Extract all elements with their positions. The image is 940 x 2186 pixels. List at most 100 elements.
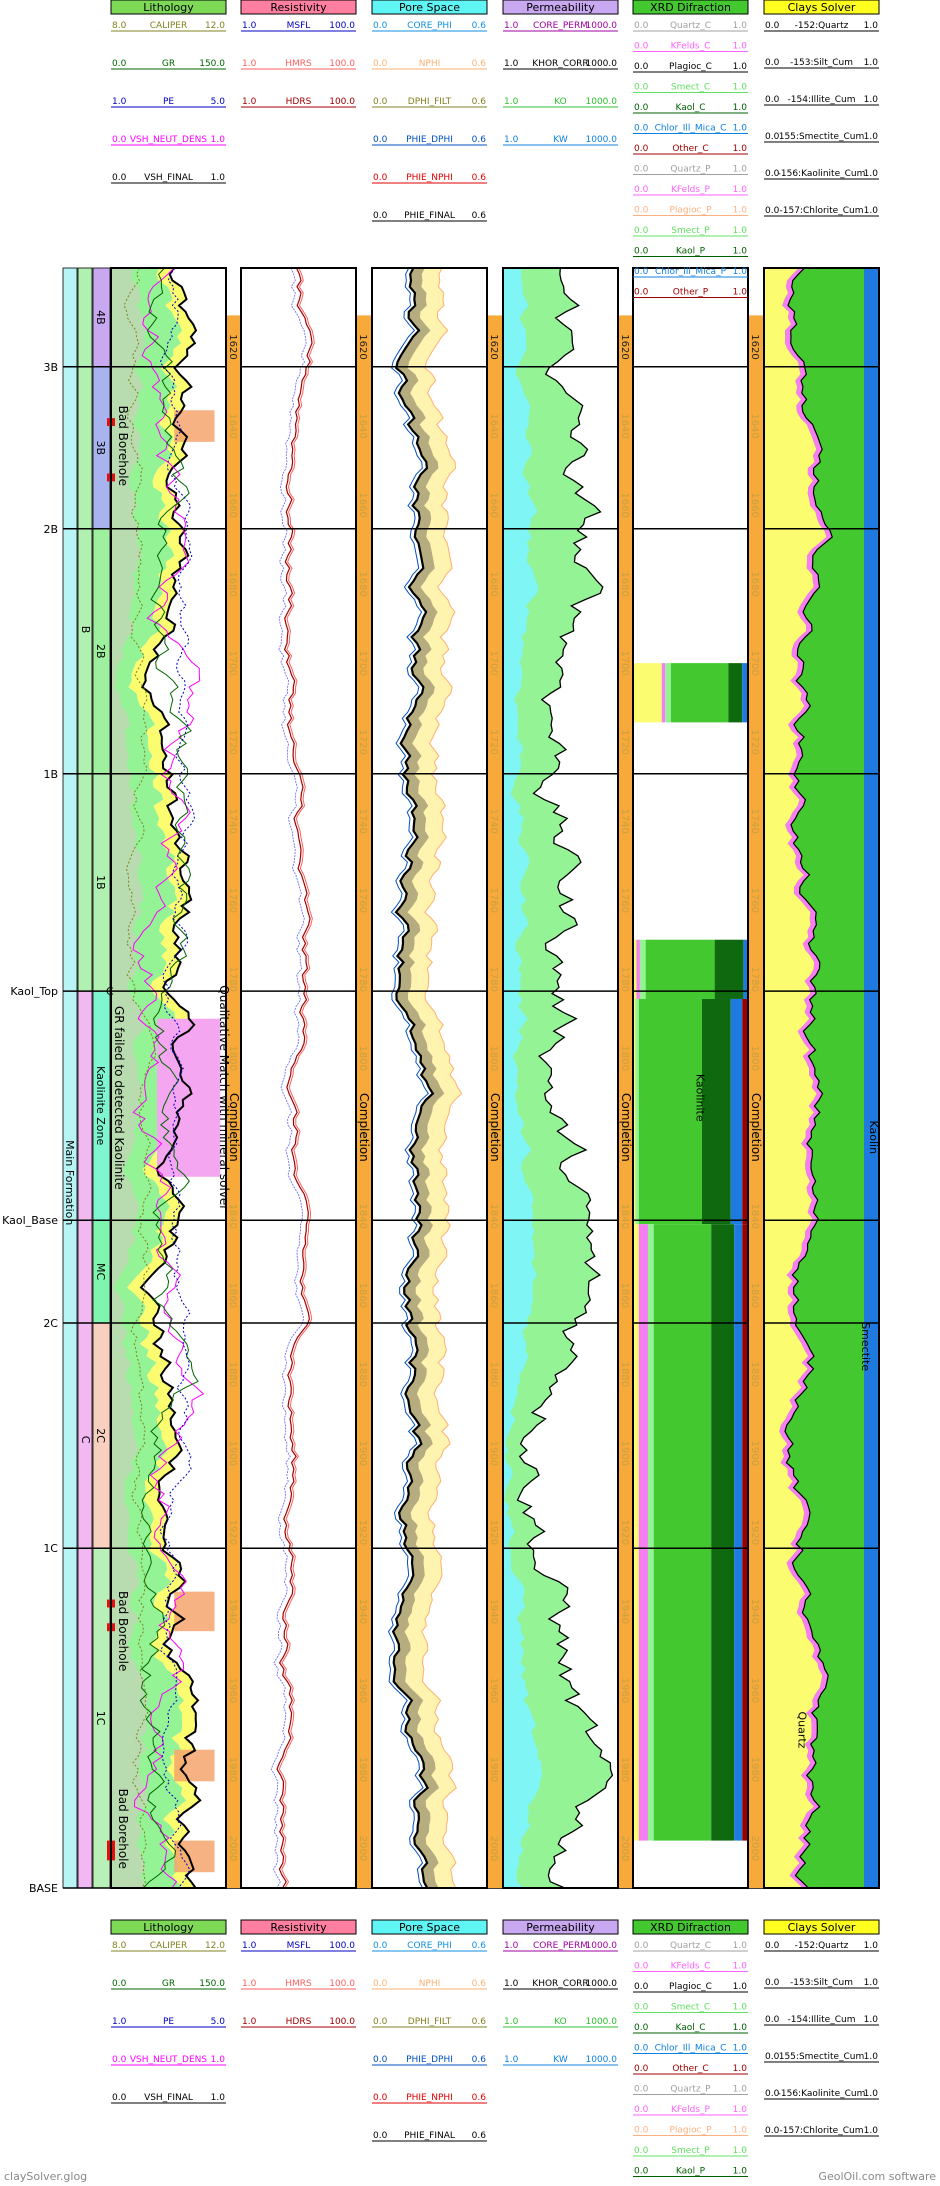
curve-khor-corr	[516, 267, 614, 1889]
curve-name-5-4-bottom: -156:Kaolinite_Cum	[778, 2089, 866, 2099]
depth-tick-2-14: 1900	[488, 1441, 499, 1466]
curve-min-4-0: 0.0	[634, 21, 649, 31]
curve-name-2-1: NPHI	[419, 59, 441, 69]
curve-max-3-0: 1000.0	[586, 21, 618, 31]
curve-max-5-3-bottom: 1.0	[864, 2052, 879, 2062]
depth-tick-2-8: 1780	[488, 966, 499, 991]
curve-min-5-1: 0.0	[765, 58, 780, 68]
curve-name-0-2: PE	[163, 97, 174, 107]
curve-min-2-3-bottom: 0.0	[373, 2055, 388, 2065]
depth-tick-0-3: 1680	[227, 571, 238, 596]
curve-max-0-0-bottom: 12.0	[205, 1941, 225, 1951]
curve-min-4-2-bottom: 0.0	[634, 1982, 649, 1992]
curve-max-1-0-bottom: 100.0	[329, 1941, 355, 1951]
depth-tick-2-6: 1740	[488, 808, 499, 833]
curve-max-0-2: 5.0	[211, 97, 226, 107]
curve-name-4-11-bottom: Kaol_P	[676, 2167, 706, 2177]
curve-max-3-1: 1000.0	[586, 59, 618, 69]
depth-tick-0-7: 1760	[227, 887, 238, 912]
curve-name-5-5-bottom: -157:Chlorite_Cum	[780, 2126, 864, 2136]
curve-min-4-4: 0.0	[634, 103, 649, 113]
curve-max-4-2: 1.0	[733, 62, 748, 72]
curve-name-0-2-bottom: PE	[163, 2017, 174, 2027]
curve-max-5-1: 1.0	[864, 58, 879, 68]
top-label-1: 2B	[43, 523, 58, 536]
curve-min-5-1-bottom: 0.0	[765, 1978, 780, 1988]
curve-max-1-1-bottom: 100.0	[329, 1979, 355, 1989]
curve-max-2-2-bottom: 0.6	[472, 2017, 487, 2027]
xrd-block-b-2	[639, 939, 646, 999]
depth-tick-2-1: 1640	[488, 413, 499, 438]
curve-name-2-2: DPHI_FILT	[408, 97, 452, 107]
curve-max-4-7-bottom: 1.0	[733, 2085, 748, 2095]
xrd-block-b-1	[636, 939, 640, 999]
curve-min-4-0-bottom: 0.0	[634, 1941, 649, 1951]
curve-max-4-9-bottom: 1.0	[733, 2126, 748, 2136]
depth-tick-0-10: 1820	[227, 1125, 238, 1150]
track-header-bg-2-bottom	[371, 1919, 488, 1935]
depth-tick-1-16: 1940	[357, 1599, 368, 1624]
track-header-bg-3-bottom	[502, 1919, 619, 1935]
curve-max-5-5: 1.0	[864, 206, 879, 216]
curve-max-4-9: 1.0	[733, 206, 748, 216]
curve-name-4-9: Plagioc_P	[669, 206, 712, 216]
xrd-block-b-3	[645, 939, 715, 999]
curve-name-4-5-bottom: Chlor_Ill_Mica_C	[655, 2044, 727, 2054]
depth-tick-0-19: 2000	[227, 1836, 238, 1861]
depth-tick-4-4: 1700	[749, 650, 760, 675]
formation-column	[62, 267, 78, 1889]
track-border-2	[371, 267, 488, 1889]
depth-tick-3-8: 1780	[619, 966, 630, 991]
footer-left: claySolver.glog	[4, 2170, 88, 2183]
depth-tick-2-13: 1880	[488, 1362, 499, 1387]
curve-min-2-0-bottom: 0.0	[373, 1941, 388, 1951]
curve-max-0-0: 12.0	[205, 21, 225, 31]
track-title-2: Pore Space	[399, 1, 460, 14]
curve-max-0-3: 1.0	[211, 135, 226, 145]
track-title-4: XRD Difraction	[650, 1, 731, 14]
curve-min-4-8: 0.0	[634, 185, 649, 195]
zone-label-6: 2C	[94, 1428, 107, 1443]
track-title-1: Resistivity	[270, 1, 327, 14]
depth-tick-3-6: 1740	[619, 808, 630, 833]
curve-name-4-7: Quartz_P	[670, 165, 711, 175]
curve-max-4-12: 1.0	[733, 267, 748, 277]
depth-tick-2-18: 1980	[488, 1757, 499, 1782]
depth-tick-0-8: 1780	[227, 966, 238, 991]
completion-strip-2	[487, 315, 503, 1888]
curve-min-1-2-bottom: 1.0	[242, 2017, 257, 2027]
depth-tick-3-10: 1820	[619, 1125, 630, 1150]
xrd-block-c-4	[702, 998, 731, 1225]
top-label-0: 3B	[43, 361, 58, 374]
curve-hmrs	[278, 267, 315, 1889]
depth-tick-2-16: 1940	[488, 1599, 499, 1624]
track-title-3: Permeability	[526, 1, 595, 14]
track-header-bg-1	[240, 0, 357, 15]
curve-max-4-6: 1.0	[733, 144, 748, 154]
curve-min-5-0: 0.0	[765, 21, 780, 31]
depth-tick-0-12: 1860	[227, 1283, 238, 1308]
curve-min-4-5: 0.0	[634, 124, 649, 134]
curve-name-2-3: PHIE_DPHI	[406, 135, 453, 145]
annot-gr-failed: GR failed to detected Kaolinite	[112, 1006, 126, 1190]
curve-min-1-2: 1.0	[242, 97, 257, 107]
depth-tick-4-15: 1920	[749, 1520, 760, 1545]
curve-max-3-0-bottom: 1000.0	[586, 1941, 618, 1951]
group-zone-label-B: B	[79, 626, 92, 634]
curve-max-5-4-bottom: 1.0	[864, 2089, 879, 2099]
depth-tick-0-2: 1660	[227, 492, 238, 517]
depth-tick-1-8: 1780	[357, 966, 368, 991]
completion-label-3: Completion	[619, 1093, 633, 1162]
curve-min-4-13: 0.0	[634, 288, 649, 298]
curve-min-5-3-bottom: 0.0	[765, 2052, 780, 2062]
depth-tick-3-9: 1800	[619, 1046, 630, 1071]
curve-max-4-8: 1.0	[733, 185, 748, 195]
curve-name-3-3: KW	[553, 135, 568, 145]
track-border-4	[632, 267, 749, 1889]
curve-name-0-0: CALIPER	[150, 21, 187, 31]
curve-max-2-0: 0.6	[472, 21, 487, 31]
top-label-7: BASE	[29, 1882, 58, 1895]
curve-min-4-9: 0.0	[634, 206, 649, 216]
curve-min-4-2: 0.0	[634, 62, 649, 72]
depth-tick-2-11: 1840	[488, 1204, 499, 1229]
